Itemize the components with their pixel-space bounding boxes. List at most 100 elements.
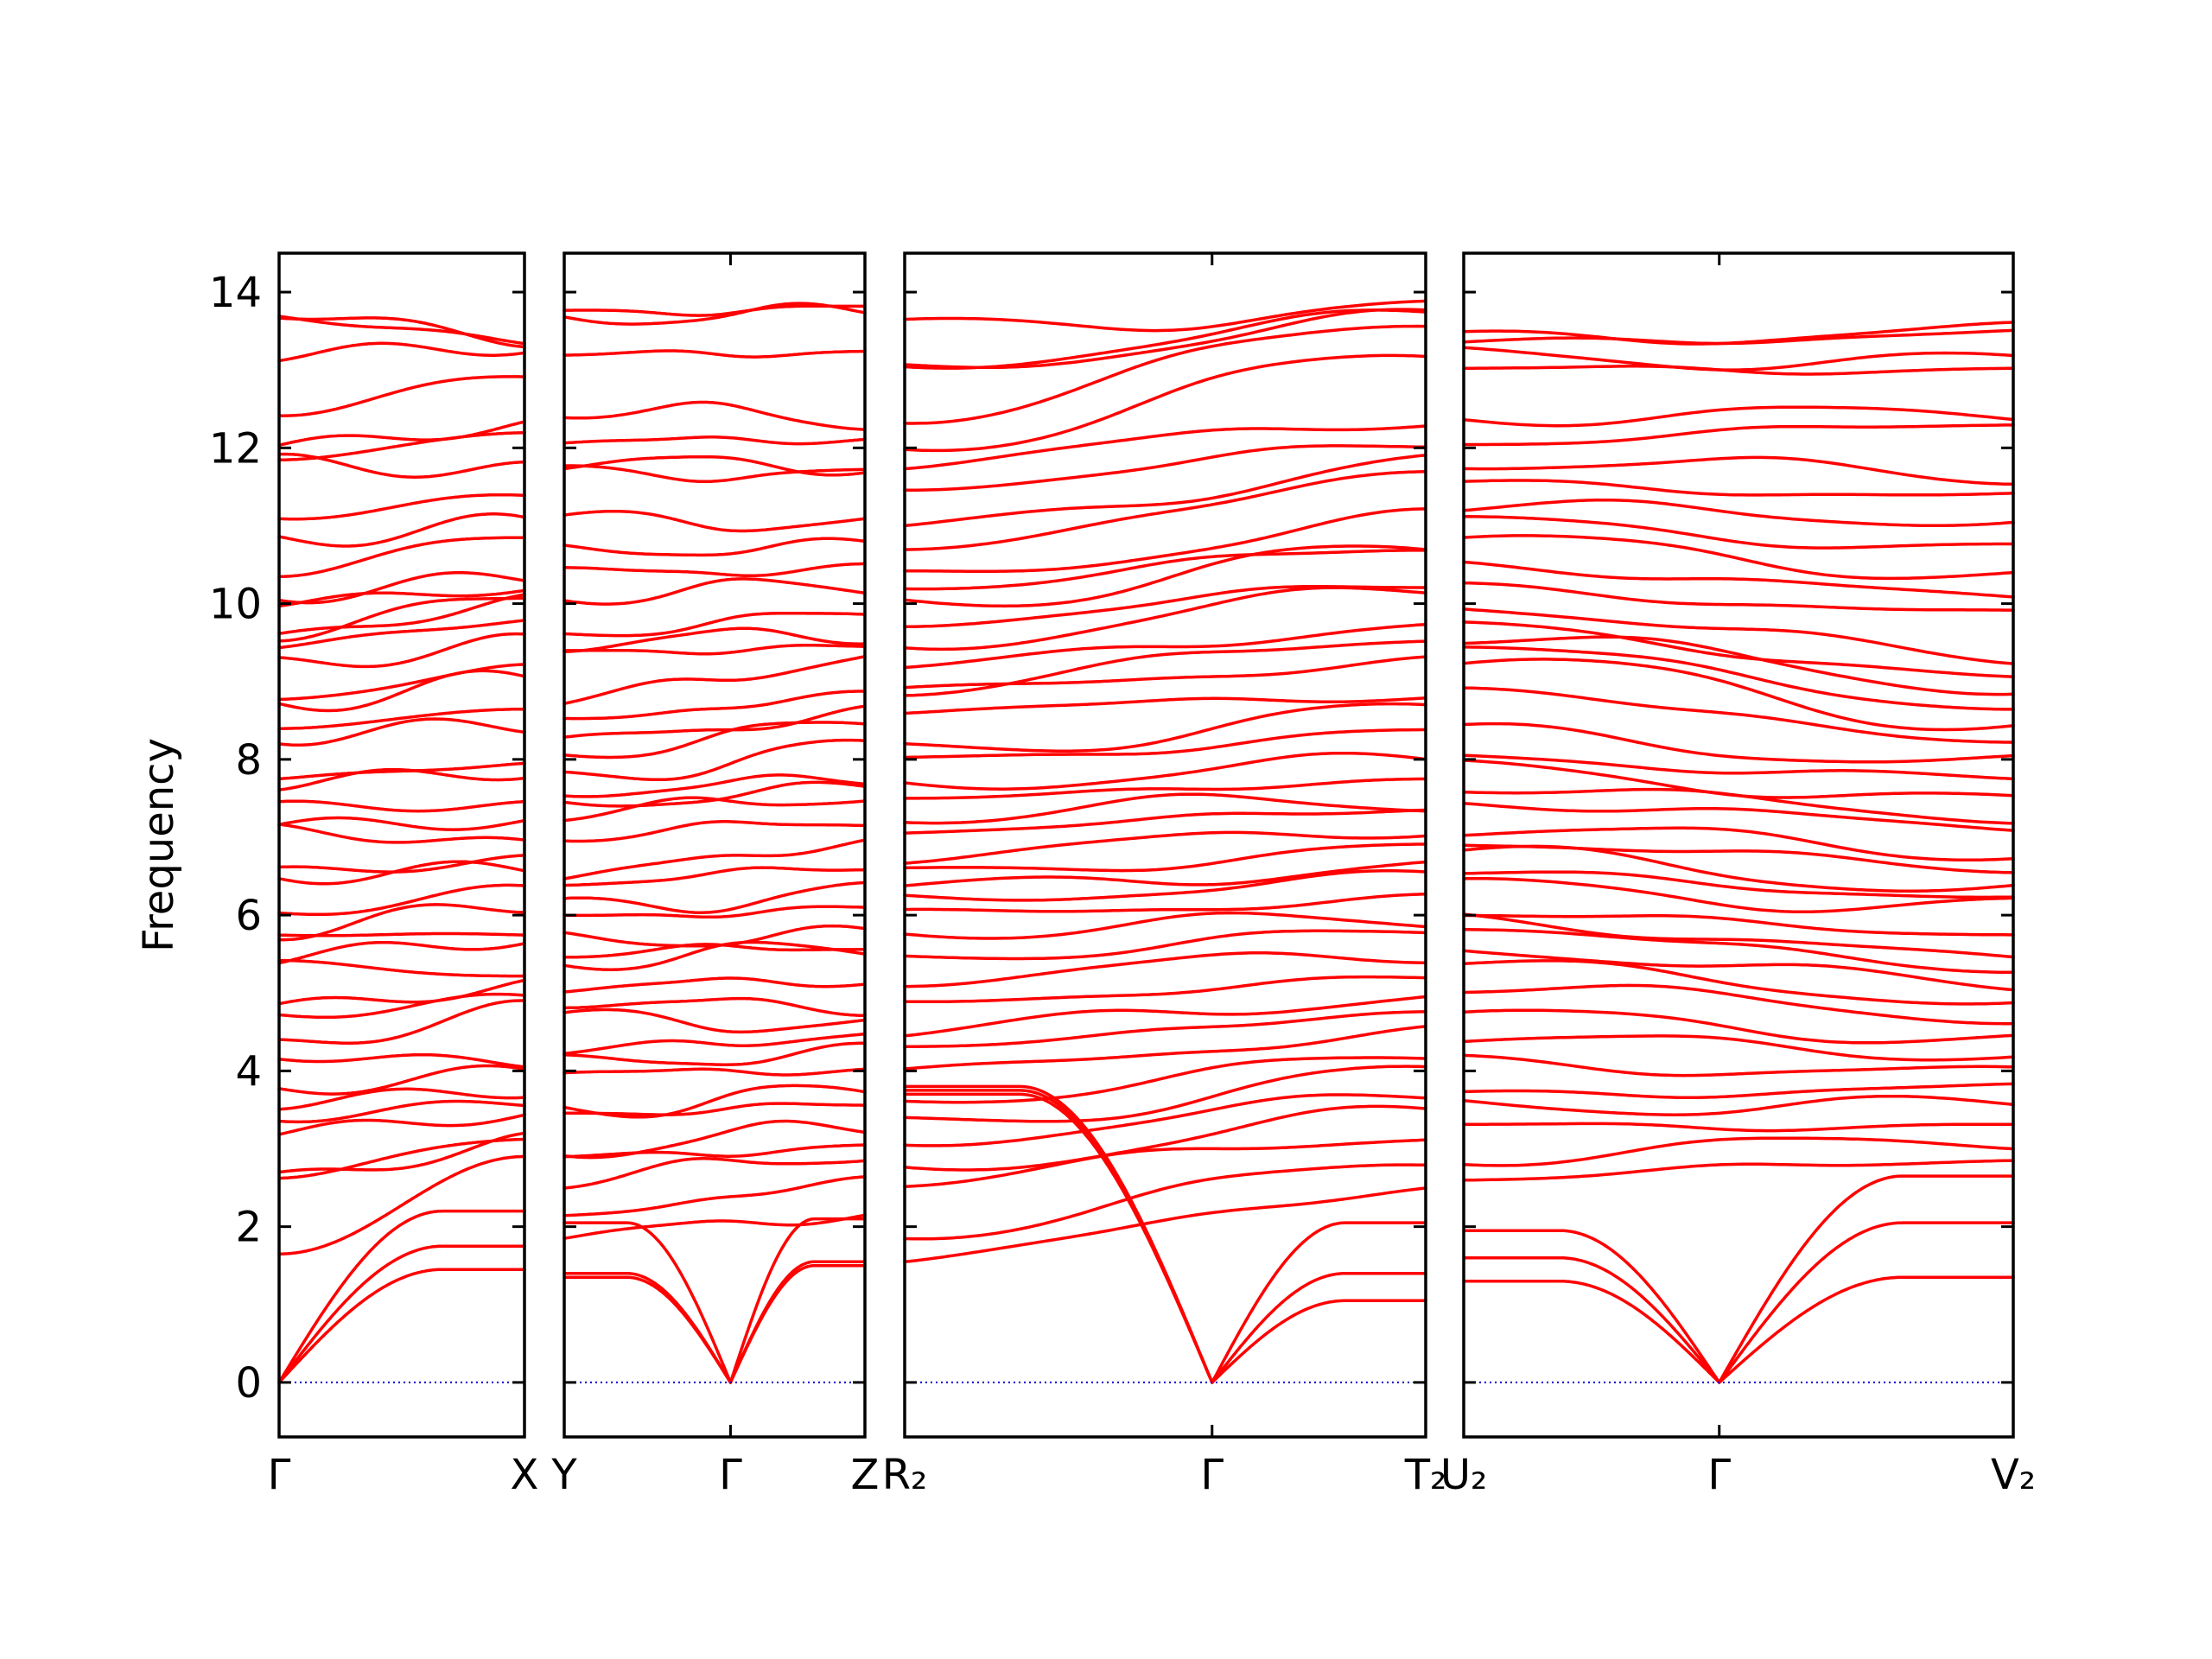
band-line: [563, 537, 867, 557]
band-line: [563, 435, 867, 446]
acoustic-band-line: [728, 1217, 867, 1384]
band-line: [1462, 321, 2015, 346]
band-line: [1462, 534, 2015, 581]
band-line: [277, 767, 526, 791]
acoustic-band-line: [903, 1084, 1214, 1384]
band-line: [903, 424, 1427, 471]
y-tick-label: 14: [209, 269, 262, 317]
band-line: [563, 738, 867, 782]
band-line: [903, 1065, 1427, 1123]
band-line: [1462, 983, 2015, 1026]
x-tick-label: Y: [550, 1451, 577, 1499]
band-line: [1462, 620, 2015, 678]
band-line: [277, 816, 526, 831]
band-line: [563, 509, 867, 533]
band-line: [277, 1099, 526, 1124]
band-line: [277, 1154, 526, 1255]
band-line: [903, 1186, 1427, 1263]
band-line: [277, 940, 526, 965]
band-line: [277, 570, 526, 605]
band-line: [1462, 1053, 2015, 1077]
band-line: [903, 975, 1427, 1004]
x-tick-label: Γ: [1707, 1451, 1731, 1499]
panel-frame: [903, 251, 1427, 1439]
band-line: [277, 493, 526, 521]
y-tick-label: 6: [235, 892, 262, 940]
band-line: [1462, 959, 2015, 1006]
band-lines: [1462, 321, 2015, 1384]
band-line: [563, 1119, 867, 1160]
y-tick-label: 10: [209, 581, 262, 629]
band-line: [903, 830, 1427, 865]
acoustic-band-line: [1211, 1221, 1427, 1384]
band-line: [563, 1157, 867, 1190]
band-line: [277, 999, 526, 1045]
band-line: [903, 1104, 1427, 1172]
band-line: [563, 349, 867, 359]
x-tick-label: Γ: [1200, 1451, 1224, 1499]
band-line: [1462, 635, 2015, 696]
band-line: [903, 1025, 1427, 1071]
band-line: [277, 588, 526, 608]
acoustic-band-line: [1462, 1279, 1721, 1384]
band-line: [277, 1064, 526, 1096]
band-line: [903, 1093, 1427, 1147]
acoustic-band-line: [563, 1221, 733, 1384]
x-tick-label: T₂: [1404, 1451, 1447, 1499]
band-line: [563, 1084, 867, 1119]
acoustic-band-line: [277, 1268, 526, 1384]
band-line: [1462, 560, 2015, 599]
band-line: [563, 464, 867, 484]
band-line: [563, 773, 867, 798]
band-line: [903, 507, 1427, 573]
band-line: [903, 353, 1427, 453]
band-line: [563, 721, 867, 760]
band-line: [563, 690, 867, 721]
band-line: [563, 704, 867, 739]
band-line: [1462, 607, 2015, 665]
y-tick-label: 2: [235, 1204, 262, 1252]
band-line: [903, 454, 1427, 528]
x-tick-label: Γ: [719, 1451, 742, 1499]
acoustic-band-line: [1462, 1255, 1721, 1384]
acoustic-band-line: [728, 1260, 867, 1384]
band-line: [277, 375, 526, 417]
band-line: [563, 1032, 867, 1056]
band-line: [1462, 826, 2015, 862]
band-line: [1462, 405, 2015, 428]
band-line: [903, 655, 1427, 690]
acoustic-band-line: [1717, 1174, 2015, 1384]
acoustic-band-line: [277, 1209, 526, 1384]
band-line: [277, 593, 526, 635]
acoustic-band-line: [1717, 1221, 2015, 1384]
band-line: [1462, 753, 2015, 781]
band-line: [903, 1010, 1427, 1048]
band-line: [277, 596, 526, 643]
band-line: [1462, 721, 2015, 764]
band-line: [563, 996, 867, 1018]
band-line: [277, 1052, 526, 1069]
band-line: [903, 1163, 1427, 1241]
band-line: [563, 626, 867, 653]
band-line: [277, 619, 526, 650]
x-tick-label: Z: [851, 1451, 880, 1499]
band-line: [277, 431, 526, 462]
band-line: [903, 696, 1427, 715]
band-line: [903, 702, 1427, 753]
band-line: [1462, 1136, 2015, 1167]
band-line: [277, 512, 526, 548]
panel-frame: [277, 251, 526, 1439]
band-line: [277, 632, 526, 669]
band-line: [277, 717, 526, 747]
band-line: [277, 1131, 526, 1174]
band-line: [903, 929, 1427, 961]
y-tick-labels: 0 2 4 6 8 10 12 14: [209, 269, 262, 1408]
band-line: [1462, 581, 2015, 612]
band-line: [903, 544, 1427, 608]
band-line: [1462, 686, 2015, 744]
band-lines: [563, 302, 867, 1384]
band-line: [277, 883, 526, 917]
band-line: [277, 341, 526, 363]
band-line: [1462, 913, 2015, 937]
